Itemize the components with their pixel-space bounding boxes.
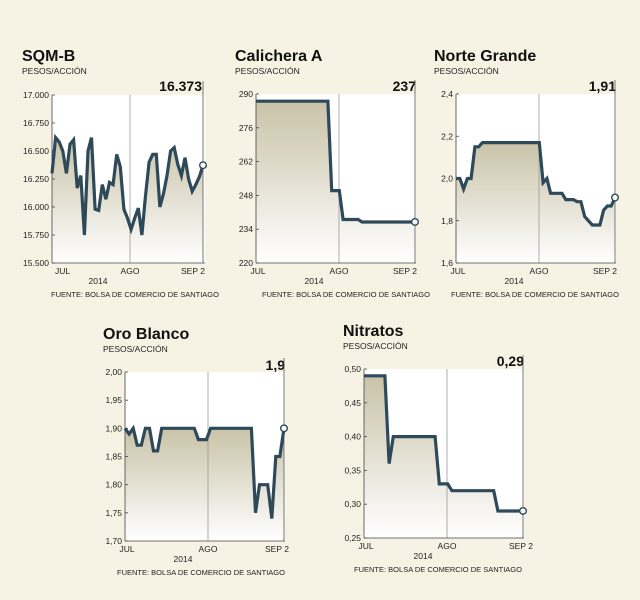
oroblanco-y-tick-label: 2,00 bbox=[105, 367, 122, 377]
nortegrande-title: Norte Grande bbox=[434, 48, 536, 65]
nitratos-x-tick-sep: SEP 2 bbox=[509, 541, 533, 551]
nortegrande-y-tick-label: 2,4 bbox=[441, 89, 453, 99]
calichera-y-tick-label: 248 bbox=[239, 190, 253, 200]
calichera-unit-label: PESOS/ACCIÓN bbox=[235, 66, 300, 76]
oroblanco-y-tick-label: 1,85 bbox=[105, 452, 122, 462]
calichera-y-tick-label: 276 bbox=[239, 123, 253, 133]
oroblanco-source: FUENTE: BOLSA DE COMERCIO DE SANTIAGO bbox=[117, 568, 285, 577]
calichera-y-tick-label: 290 bbox=[239, 89, 253, 99]
sqmb-y-tick-label: 16.500 bbox=[23, 146, 49, 156]
oroblanco-title: Oro Blanco bbox=[103, 326, 189, 343]
sqmb-y-tick-label: 16.250 bbox=[23, 174, 49, 184]
nitratos-source: FUENTE: BOLSA DE COMERCIO DE SANTIAGO bbox=[354, 565, 522, 574]
sqmb-area-fill bbox=[52, 137, 203, 263]
oroblanco-area-fill bbox=[125, 428, 284, 541]
sqmb-year-label: 2014 bbox=[89, 276, 108, 286]
chart-nortegrande: Norte Grande PESOS/ACCIÓN 1,91 FUENTE: B… bbox=[434, 48, 619, 299]
calichera-x-tick-ago: AGO bbox=[330, 266, 349, 276]
chart-nitratos: Nitratos PESOS/ACCIÓN 0,29 FUENTE: BOLSA… bbox=[343, 323, 533, 574]
calichera-x-tick-sep: SEP 2 bbox=[393, 266, 417, 276]
sqmb-x-tick-ago: AGO bbox=[121, 266, 140, 276]
nitratos-last-value: 0,29 bbox=[497, 353, 524, 369]
nitratos-y-tick-label: 0,50 bbox=[344, 364, 361, 374]
nortegrande-year-label: 2014 bbox=[505, 276, 524, 286]
nortegrande-series-line bbox=[456, 141, 617, 227]
calichera-source: FUENTE: BOLSA DE COMERCIO DE SANTIAGO bbox=[262, 290, 430, 299]
oroblanco-year-label: 2014 bbox=[174, 554, 193, 564]
oroblanco-unit-label: PESOS/ACCIÓN bbox=[103, 344, 168, 354]
sqmb-x-tick-sep: SEP 2 bbox=[181, 266, 205, 276]
calichera-last-value: 237 bbox=[393, 78, 417, 94]
sqmb-y-tick-label: 16.750 bbox=[23, 118, 49, 128]
calichera-title: Calichera A bbox=[235, 48, 323, 65]
oroblanco-y-tick-label: 1,80 bbox=[105, 480, 122, 490]
nitratos-y-tick-label: 0,25 bbox=[344, 533, 361, 543]
calichera-y-tick-label: 262 bbox=[239, 157, 253, 167]
sqmb-y-tick-label: 16.000 bbox=[23, 202, 49, 212]
sqmb-x-tick-jul: JUL bbox=[55, 266, 70, 276]
calichera-last-point bbox=[411, 217, 420, 226]
nitratos-y-tick-label: 0,45 bbox=[344, 398, 361, 408]
sqmb-title: SQM-B bbox=[22, 48, 75, 65]
oroblanco-x-tick-jul: JUL bbox=[119, 544, 134, 554]
nortegrande-x-tick-jul: JUL bbox=[450, 266, 465, 276]
chart-oroblanco: Oro Blanco PESOS/ACCIÓN 1,9 FUENTE: BOLS… bbox=[103, 326, 289, 577]
oroblanco-y-tick-label: 1,90 bbox=[105, 423, 122, 433]
sqmb-y-tick-label: 15.750 bbox=[23, 230, 49, 240]
nortegrande-unit-label: PESOS/ACCIÓN bbox=[434, 66, 499, 76]
calichera-series-line bbox=[256, 99, 415, 224]
nitratos-series-line bbox=[364, 374, 523, 513]
nortegrande-last-value: 1,91 bbox=[589, 78, 616, 94]
nitratos-area-fill bbox=[364, 375, 523, 538]
calichera-x-tick-jul: JUL bbox=[250, 266, 265, 276]
nitratos-x-tick-ago: AGO bbox=[438, 541, 457, 551]
sqmb-y-tick-label: 15.500 bbox=[23, 258, 49, 268]
nortegrande-y-tick-label: 1,8 bbox=[441, 216, 453, 226]
sqmb-series-line bbox=[50, 133, 205, 236]
sqmb-last-value: 16.373 bbox=[159, 78, 202, 94]
nitratos-y-tick-label: 0,35 bbox=[344, 465, 361, 475]
nitratos-x-tick-jul: JUL bbox=[358, 541, 373, 551]
calichera-y-tick-label: 234 bbox=[239, 224, 253, 234]
nortegrande-y-tick-label: 2,2 bbox=[441, 131, 453, 141]
nortegrande-last-point bbox=[611, 193, 620, 202]
sqmb-last-point bbox=[198, 161, 207, 170]
oroblanco-y-tick-label: 1,95 bbox=[105, 395, 122, 405]
calichera-year-label: 2014 bbox=[305, 276, 324, 286]
oroblanco-series-line bbox=[123, 424, 286, 519]
nitratos-title: Nitratos bbox=[343, 323, 404, 340]
oroblanco-last-value: 1,9 bbox=[266, 357, 286, 373]
chart-calichera: Calichera A PESOS/ACCIÓN 237 FUENTE: BOL… bbox=[235, 48, 430, 299]
oroblanco-last-point bbox=[280, 424, 289, 433]
oroblanco-y-tick-label: 1,75 bbox=[105, 508, 122, 518]
sqmb-source: FUENTE: BOLSA DE COMERCIO DE SANTIAGO bbox=[51, 290, 219, 299]
nortegrande-x-tick-sep: SEP 2 bbox=[593, 266, 617, 276]
calichera-y-tick-label: 220 bbox=[239, 258, 253, 268]
oroblanco-x-tick-sep: SEP 2 bbox=[265, 544, 289, 554]
nitratos-last-point bbox=[519, 506, 528, 515]
oroblanco-x-tick-ago: AGO bbox=[199, 544, 218, 554]
sqmb-y-tick-label: 17.000 bbox=[23, 90, 49, 100]
nitratos-y-tick-label: 0,40 bbox=[344, 432, 361, 442]
nitratos-unit-label: PESOS/ACCIÓN bbox=[343, 341, 408, 351]
sqmb-unit-label: PESOS/ACCIÓN bbox=[22, 66, 87, 76]
nortegrande-y-tick-label: 1,6 bbox=[441, 258, 453, 268]
nitratos-y-tick-label: 0,30 bbox=[344, 499, 361, 509]
nitratos-year-label: 2014 bbox=[414, 551, 433, 561]
nortegrande-area-fill bbox=[456, 142, 615, 263]
nortegrande-x-tick-ago: AGO bbox=[530, 266, 549, 276]
oroblanco-y-tick-label: 1,70 bbox=[105, 536, 122, 546]
nortegrande-source: FUENTE: BOLSA DE COMERCIO DE SANTIAGO bbox=[451, 290, 619, 299]
nortegrande-y-tick-label: 2,0 bbox=[441, 174, 453, 184]
chart-sqmb: SQM-B PESOS/ACCIÓN 16.373 FUENTE: BOLSA … bbox=[22, 48, 219, 299]
